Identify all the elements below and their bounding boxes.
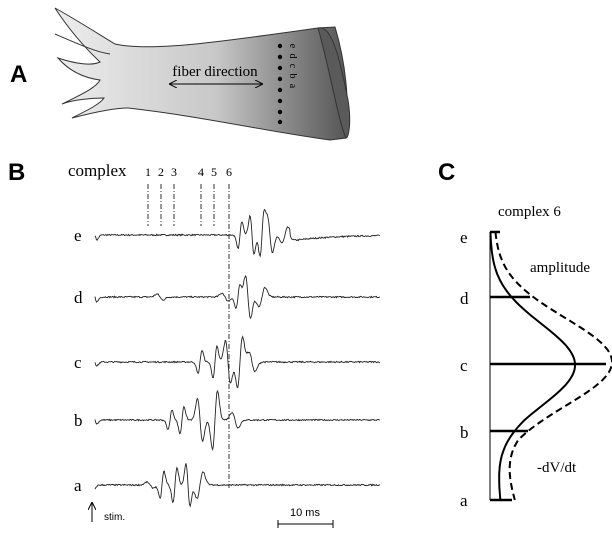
electrode-label: d [287,54,298,59]
trace-label: a [74,476,82,495]
row-label: e [460,228,468,247]
amplitude-curve [489,231,576,501]
trace [94,389,381,452]
row-label: a [460,491,468,510]
trace [94,208,381,258]
panel-label: B [8,159,25,186]
stim-label: stim. [104,512,125,523]
trace-label: e [74,226,82,245]
electrode-label: c [287,64,298,69]
complex-number: 4 [198,165,204,179]
trace-label: d [74,288,83,307]
trace-label: b [74,411,83,430]
scale-bar [277,520,334,528]
complex-number: 2 [158,165,164,179]
complex-number: 5 [211,165,217,179]
row-label: c [460,356,468,375]
amplitude-label: amplitude [530,260,590,276]
derivative-label: -dV/dt [537,460,577,476]
electrode-label: a [287,84,298,89]
row-label: b [460,423,469,442]
panel-label: A [10,61,27,88]
complex-number: 1 [145,165,151,179]
scale-label: 10 ms [290,507,320,519]
fiber [54,7,351,141]
panel-c-title: complex 6 [498,204,561,220]
arrow-label: fiber direction [172,64,258,80]
electrode-label: b [287,74,298,79]
electrode-label: e [287,44,298,49]
panel-label: C [438,159,455,186]
derivative-curve [494,231,612,501]
complex-number: 6 [226,165,232,179]
electrode-dots [277,43,283,125]
row-line [490,230,606,502]
trace [94,275,380,320]
trace [94,335,381,389]
trace-label: c [74,353,82,372]
trace [94,463,381,508]
complex-number: 3 [171,165,177,179]
complex-label: complex [68,161,127,180]
row-label: d [460,289,469,308]
